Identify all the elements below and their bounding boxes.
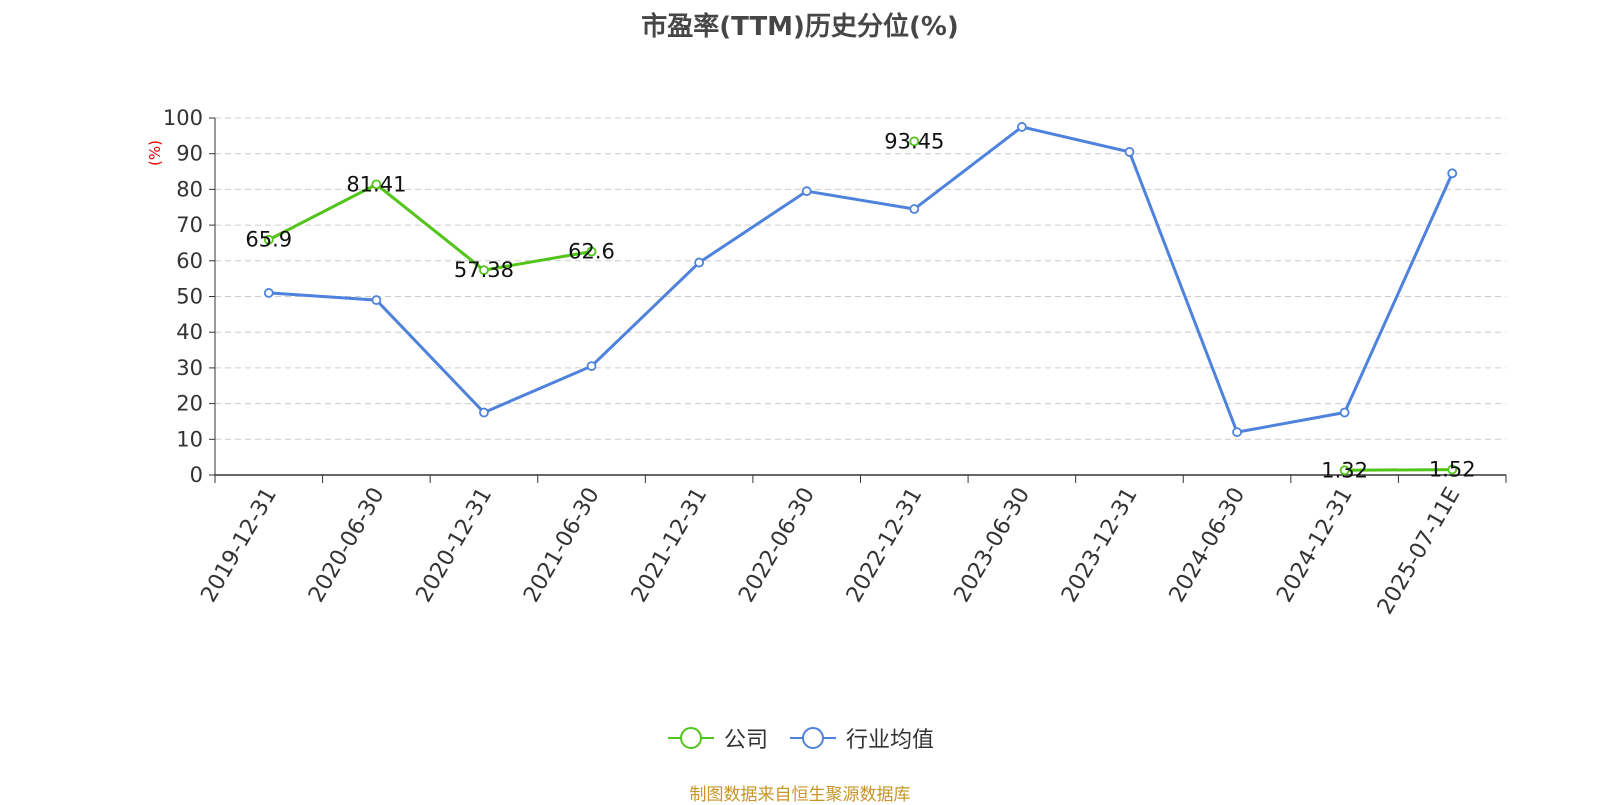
- series-line: [1344, 468, 1453, 472]
- chart-title: 市盈率(TTM)历史分位(%): [641, 12, 959, 42]
- data-labels: 65.9 81.41 57.38 62.6 93.45 1.32 1.52: [245, 129, 1475, 482]
- x-tick-label: 2019-12-31: [196, 484, 282, 607]
- data-point: [1016, 122, 1027, 132]
- data-point: [694, 257, 705, 268]
- legend-item-industry-average[interactable]: 行业均值: [788, 722, 934, 754]
- legend-line-circle-icon: [790, 727, 836, 749]
- y-tick-label: 40: [176, 320, 203, 344]
- x-tick-label: 2024-06-30: [1165, 484, 1251, 607]
- data-label: 57.38: [454, 258, 514, 282]
- series-company: [263, 136, 1458, 476]
- data-label: 1.32: [1321, 458, 1368, 482]
- source-note: 制图数据来自恒生聚源数据库: [689, 785, 911, 805]
- data-label: 81.41: [346, 172, 406, 196]
- data-point: [263, 234, 274, 245]
- data-point: [263, 288, 274, 298]
- x-tick-label: 2025-07-11E: [1373, 484, 1466, 619]
- y-tick-label: 10: [176, 427, 203, 451]
- data-point: [801, 186, 812, 197]
- y-tick-label: 80: [176, 177, 203, 201]
- x-tick-label: 2020-06-30: [304, 484, 390, 607]
- data-point: [371, 295, 382, 305]
- y-tick-label: 20: [176, 392, 203, 416]
- y-tick-label: 0: [190, 463, 203, 487]
- data-label: 1.52: [1429, 458, 1476, 482]
- x-tick-label: 2023-06-30: [949, 484, 1035, 607]
- data-point: [479, 407, 489, 418]
- series-industry-average: [263, 122, 1458, 438]
- series-line: [268, 125, 1454, 434]
- series-line: [268, 182, 592, 272]
- x-tick-label: 2022-12-31: [842, 484, 928, 607]
- y-axis-label: (%): [146, 140, 164, 166]
- x-tick-label: 2021-06-30: [519, 484, 605, 607]
- y-tick-label: 60: [176, 249, 203, 273]
- y-tick-label: 90: [176, 142, 203, 166]
- data-point: [909, 136, 920, 147]
- data-point: [1124, 147, 1135, 157]
- grid-lines: [215, 117, 1506, 440]
- data-point: [586, 361, 597, 372]
- x-tick-label: 2023-12-31: [1057, 484, 1143, 607]
- y-tick-label: 30: [176, 356, 203, 380]
- legend-label: 公司: [723, 728, 768, 753]
- x-tick-label: 2024-12-31: [1272, 484, 1358, 607]
- data-label: 65.9: [245, 228, 292, 252]
- legend-label: 行业均值: [846, 728, 935, 753]
- y-tick-label: 50: [176, 285, 203, 309]
- x-tick-label: 2020-12-31: [412, 484, 498, 607]
- data-point: [586, 246, 597, 257]
- data-point: [1339, 465, 1350, 476]
- data-point: [479, 265, 489, 276]
- y-tick-label: 100: [163, 106, 203, 130]
- legend-item-company[interactable]: 公司: [666, 722, 768, 754]
- x-tick-label: 2021-12-31: [627, 484, 713, 607]
- data-point: [371, 179, 382, 190]
- series: [263, 122, 1458, 476]
- data-label: 93.45: [884, 129, 944, 153]
- legend-line-circle-icon: [667, 727, 714, 749]
- data-point: [1447, 464, 1458, 475]
- data-point: [909, 204, 920, 214]
- legend: 公司 行业均值: [0, 722, 1600, 754]
- y-tick-label: 70: [176, 213, 203, 237]
- data-label: 62.6: [568, 240, 615, 264]
- data-point: [1339, 407, 1350, 418]
- x-tick-label: 2022-06-30: [734, 484, 820, 607]
- data-point: [1232, 427, 1242, 438]
- data-point: [1447, 168, 1458, 179]
